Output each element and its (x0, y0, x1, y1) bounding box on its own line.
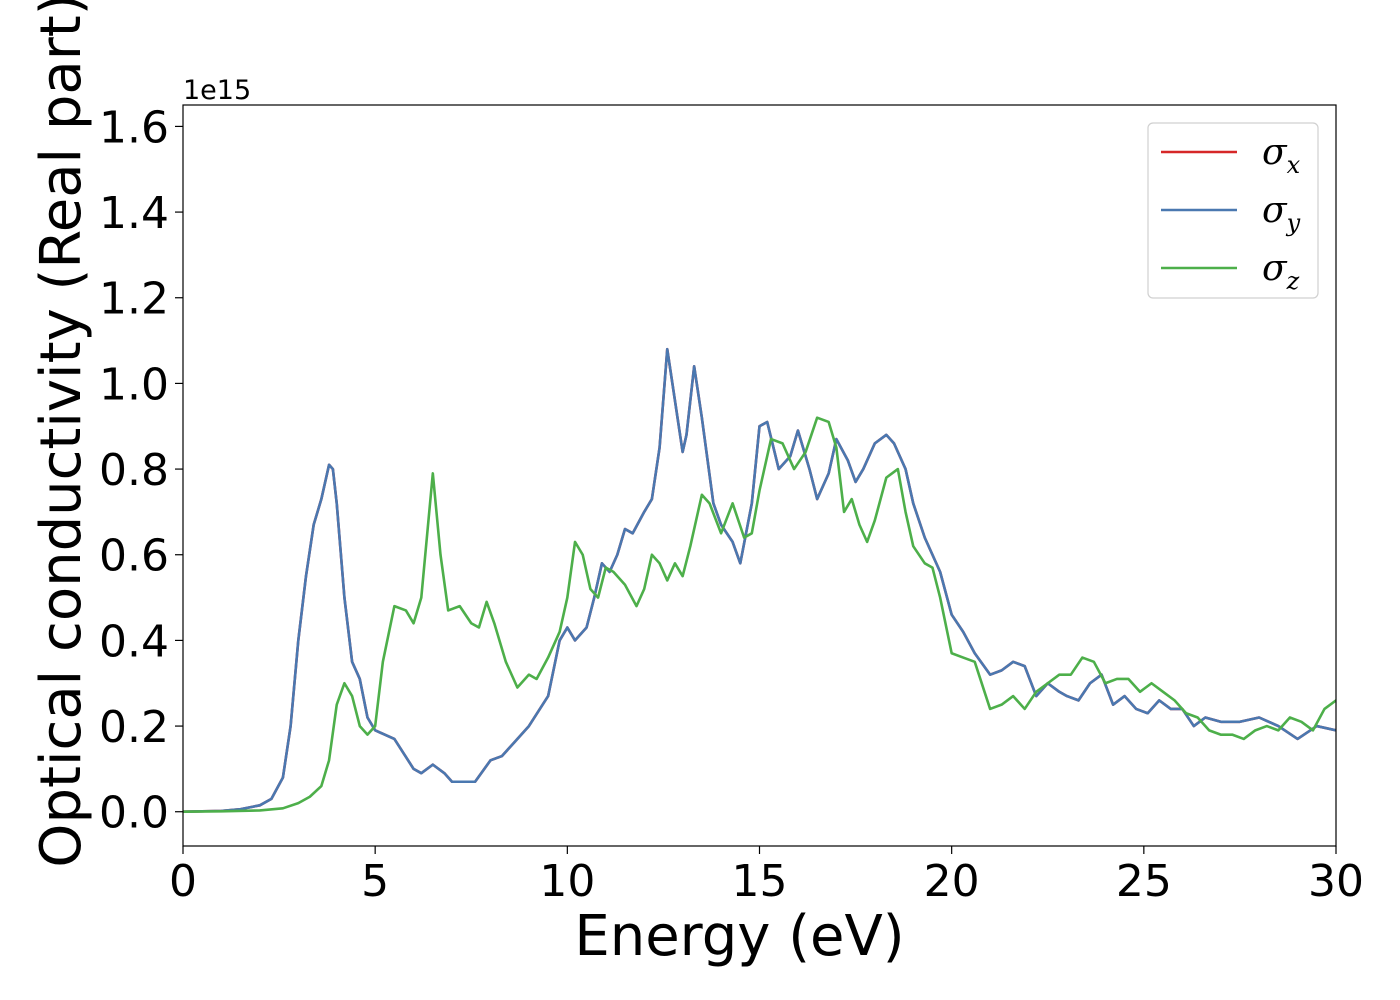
legend-label-y: σy (1262, 190, 1301, 237)
x-tick-label: 20 (924, 856, 980, 907)
x-tick-label: 0 (169, 856, 197, 907)
legend: σx σy σz (1147, 122, 1319, 299)
y-tick-label: 0.0 (99, 788, 169, 839)
legend-label-z: σz (1262, 248, 1300, 295)
x-axis: 0 5 10 15 20 25 30 (169, 846, 1364, 907)
series-line-y (183, 347, 1336, 814)
y-tick-label: 1.0 (99, 359, 169, 410)
x-tick-label: 25 (1116, 856, 1172, 907)
series-line-z (183, 416, 1336, 814)
y-tick-label: 1.2 (99, 274, 169, 325)
y-axis: 0.0 0.2 0.4 0.6 0.8 1.0 1.2 1.4 1.6 (99, 102, 183, 839)
x-tick-label: 10 (539, 856, 595, 907)
y-tick-label: 0.8 (99, 445, 169, 496)
x-axis-title: Energy (eV) (574, 904, 904, 969)
x-tick-label: 5 (361, 856, 389, 907)
x-tick-label: 15 (732, 856, 788, 907)
y-tick-label: 0.2 (99, 702, 169, 753)
y-tick-label: 0.6 (99, 531, 169, 582)
y-offset-label: 1e15 (183, 75, 251, 106)
y-axis-title: Optical conductivity (Real part) (29, 0, 94, 868)
series-layer (183, 347, 1336, 814)
legend-label-x: σx (1262, 132, 1301, 179)
y-tick-label: 1.4 (99, 188, 169, 239)
y-tick-label: 1.6 (99, 102, 169, 153)
y-tick-label: 0.4 (99, 616, 169, 667)
x-tick-label: 30 (1308, 856, 1364, 907)
